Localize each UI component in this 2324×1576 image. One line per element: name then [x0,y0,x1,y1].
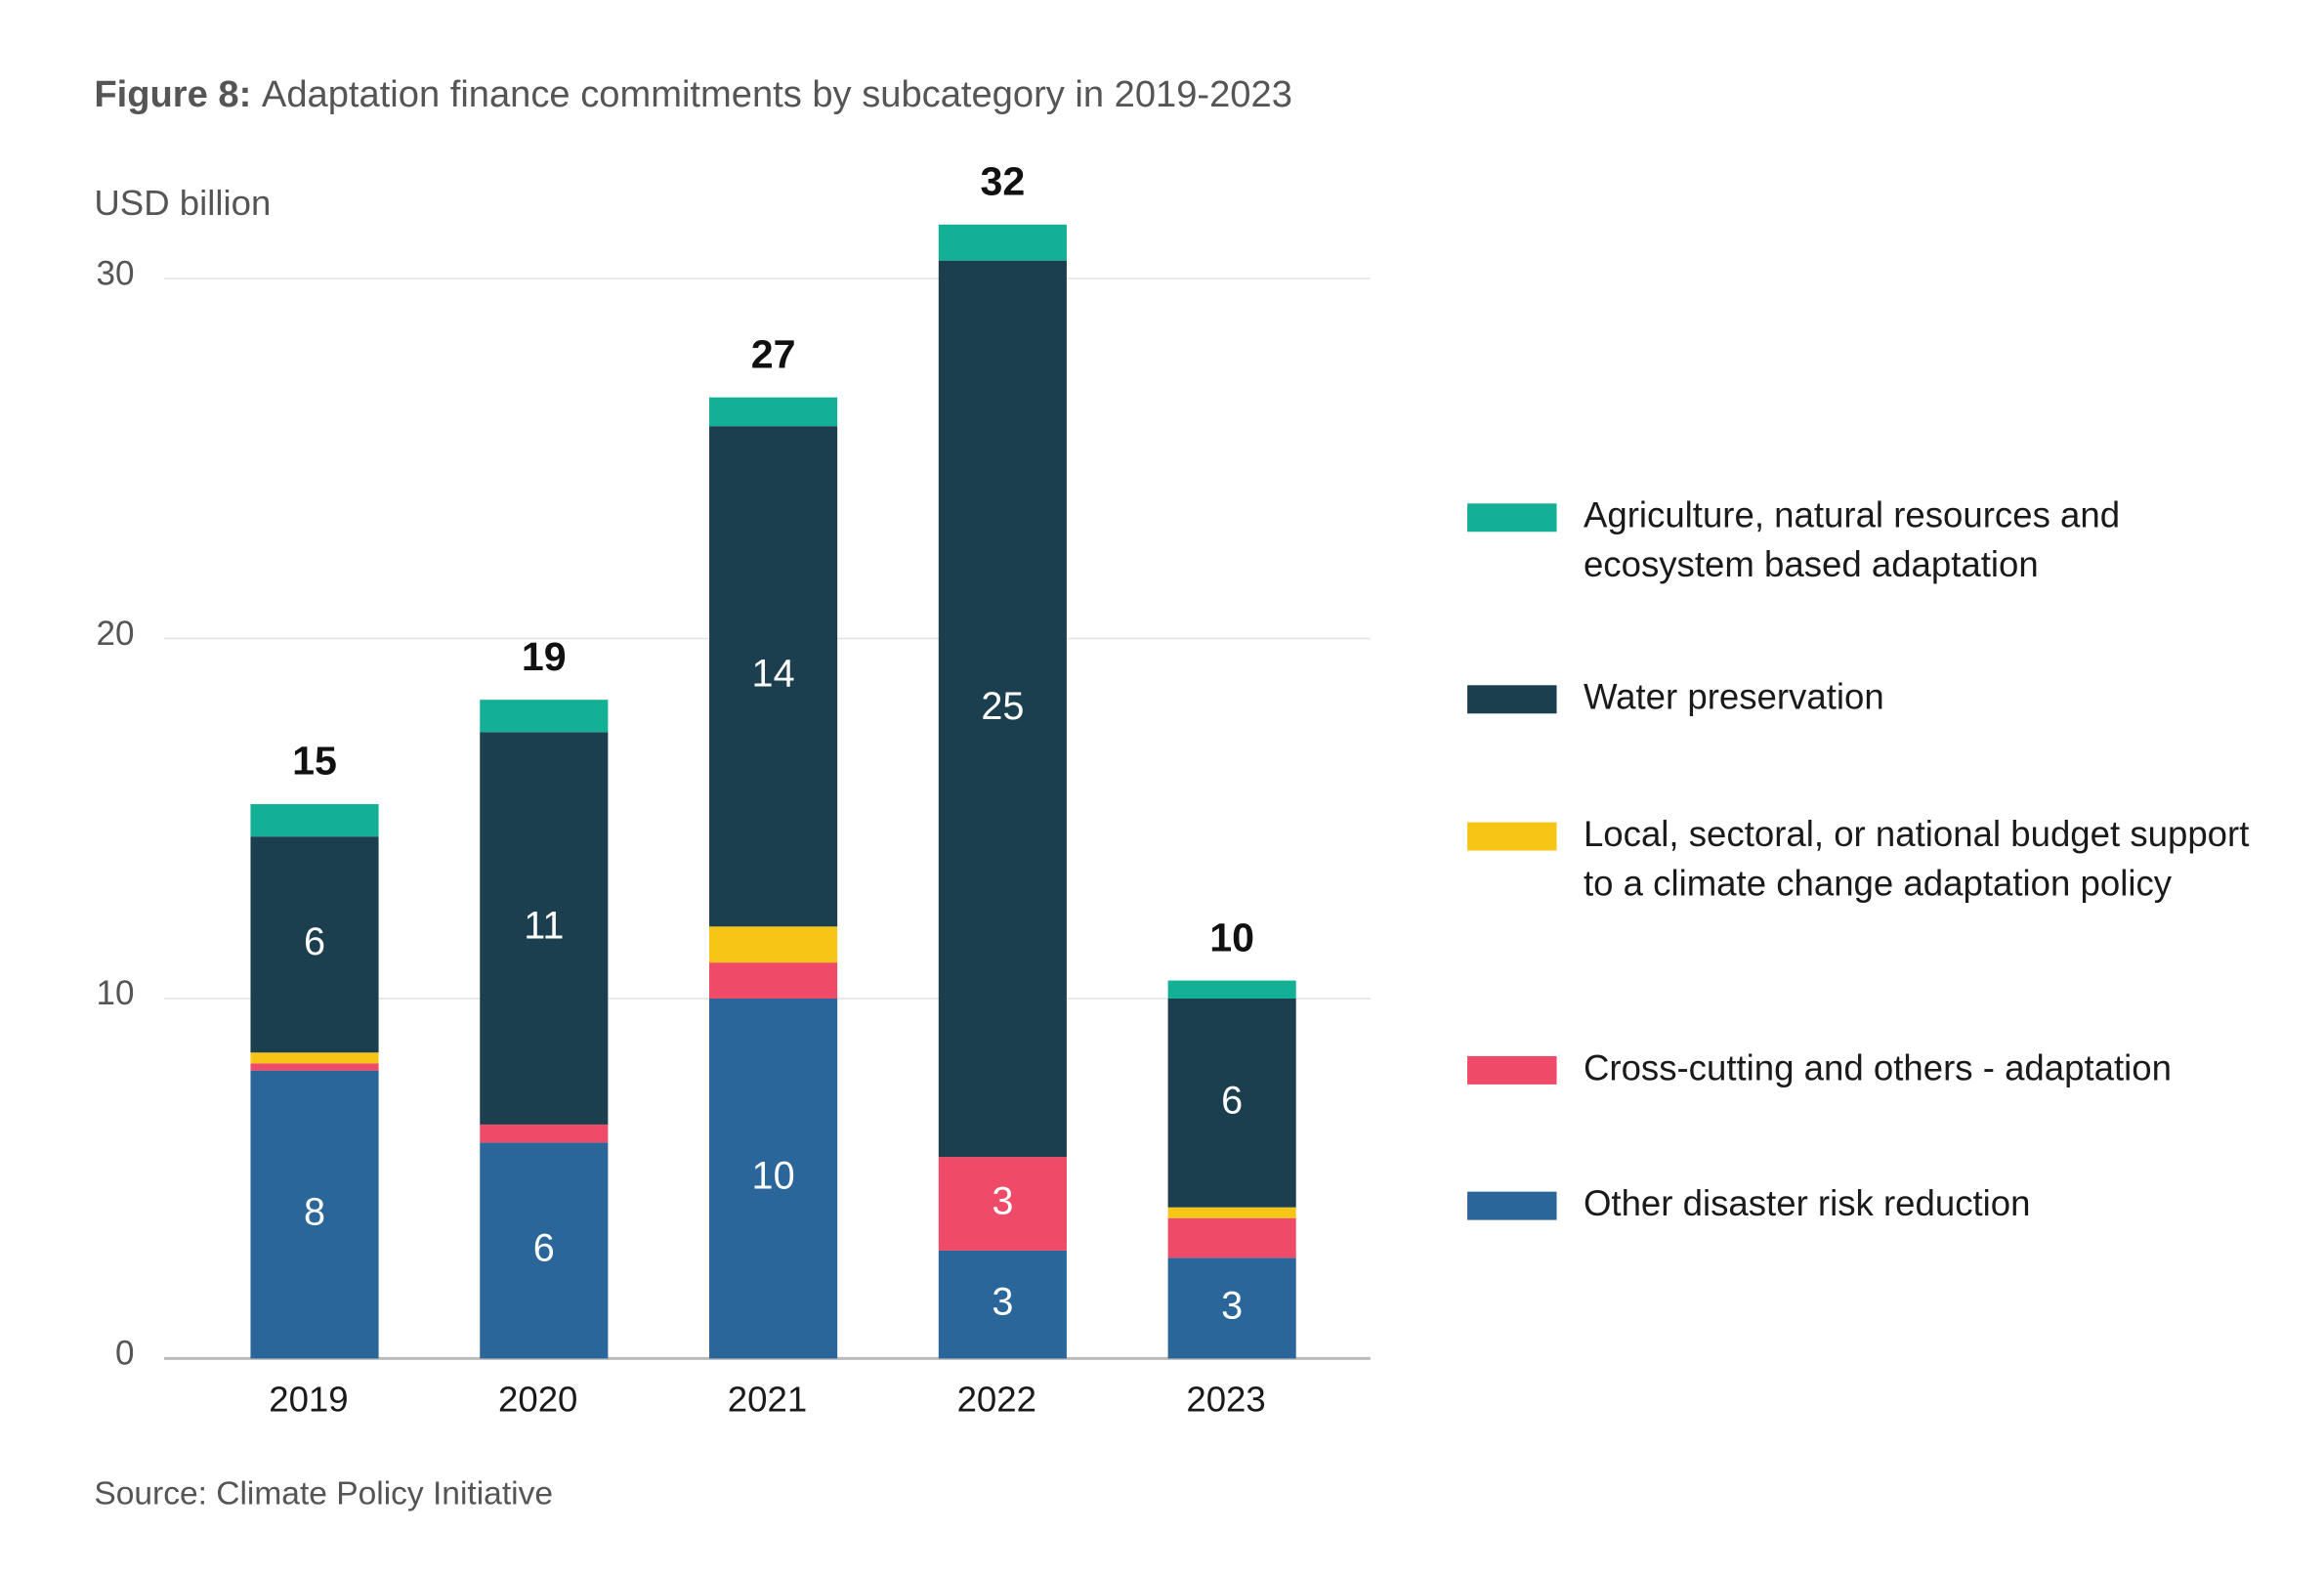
legend-entry: Cross-cutting and others - adaptation [1583,1048,2172,1089]
bar-segment [938,1250,1067,1359]
legend-entry: Agriculture, natural resources and ecosy… [1583,495,2121,586]
bar-segment [250,804,379,837]
total-label: 15 [292,739,337,784]
y-tick-label: 10 [97,974,135,1012]
legend-swatch [1467,1191,1557,1220]
y-tick-label: 0 [115,1335,134,1373]
x-tick-label: 2019 [269,1379,348,1419]
legend-swatch [1467,822,1557,851]
value-label: 10 [752,1155,795,1198]
title-label: Figure 8: [94,74,251,115]
bar-segment [250,836,379,1053]
y-tick-label: 20 [97,615,135,653]
source: Source: Climate Policy Initiative [94,1476,553,1512]
bar-segment [480,732,609,1125]
bar-segment [250,1063,379,1071]
value-label: 8 [304,1191,325,1234]
y-axis-label: USD billion [94,183,271,223]
bar-segment [250,1070,379,1359]
chart-title: Figure 8: Adaptation finance commitments… [94,74,1292,115]
legend-label: Cross-cutting and others - adaptation [1583,1048,2172,1089]
value-label: 25 [981,685,1024,728]
legend-swatch [1467,1055,1557,1085]
bar-segment [709,926,838,963]
y-tick-label: 30 [97,254,135,292]
bar-segment [480,1124,609,1143]
value-label: 6 [304,920,325,963]
value-label: 3 [1221,1284,1243,1327]
bar-segment [1167,1257,1296,1359]
legend-swatch [1467,503,1557,532]
bar-segment [938,224,1067,261]
x-tick-label: 2020 [498,1379,577,1419]
bar-segment [480,700,609,733]
legend-label: Agriculture, natural resources and ecosy… [1583,495,2121,586]
bar-segment [250,1052,379,1064]
bar-segment [938,260,1067,1158]
x-tick-label: 2021 [728,1379,807,1419]
title-text: Adaptation finance commitments by subcat… [262,74,1292,115]
x-tick-label: 2022 [957,1379,1036,1419]
value-label: 3 [992,1179,1013,1222]
x-tick-label: 2023 [1186,1379,1265,1419]
bar-segment [709,998,838,1359]
bar-segment [1167,1207,1296,1218]
value-label: 6 [1221,1079,1243,1122]
value-label: 11 [524,905,564,948]
bar-segment [938,1157,1067,1251]
bar-segment [709,397,838,427]
bar-segment [480,1142,609,1359]
total-label: 10 [1209,915,1254,959]
legend-entry: Water preservation [1583,677,1884,718]
bar-segment [1167,980,1296,999]
legend-entry: Other disaster risk reduction [1583,1184,2031,1225]
legend-label: Water preservation [1583,677,1884,718]
legend-swatch [1467,685,1557,714]
bar-segment [1167,998,1296,1208]
total-label: 19 [522,634,567,679]
value-label: 14 [752,653,795,696]
legend-entry: Local, sectoral, or national budget supp… [1583,814,2250,905]
value-label: 3 [992,1281,1013,1324]
bar-segment [709,426,838,927]
total-label: 32 [980,159,1025,204]
legend-label: Other disaster risk reduction [1583,1184,2031,1225]
total-label: 27 [751,331,796,376]
bar-segment [709,962,838,999]
legend-label: Local, sectoral, or national budget supp… [1583,814,2250,905]
bar-segment [1167,1217,1296,1258]
value-label: 6 [533,1226,555,1269]
